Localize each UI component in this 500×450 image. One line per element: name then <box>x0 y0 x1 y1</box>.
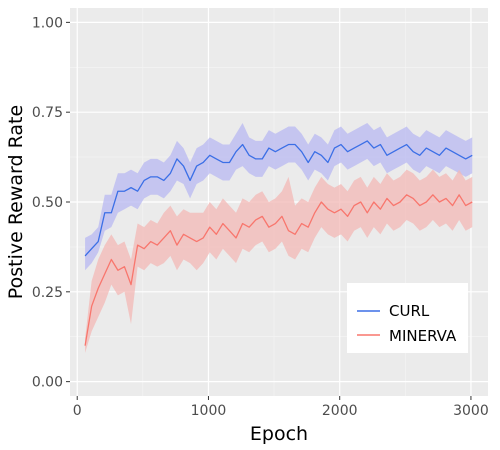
band-curl <box>85 122 473 271</box>
y-tick-label: 0.75 <box>32 105 63 121</box>
legend-box <box>347 283 468 353</box>
x-tick-label: 1000 <box>191 403 227 419</box>
legend-label-curl: CURL <box>389 302 430 320</box>
x-tick-label: 3000 <box>453 403 489 419</box>
legend: CURL MINERVA <box>347 283 468 353</box>
axes: 0.00 0.25 0.50 0.75 1.00 0 1000 2000 3000 <box>32 15 489 419</box>
confidence-bands <box>85 122 473 353</box>
line-curl <box>84 140 473 257</box>
x-axis-title: Epoch <box>250 423 308 445</box>
x-tick-label: 0 <box>73 403 82 419</box>
y-tick-label: 0.00 <box>32 375 63 391</box>
y-tick-label: 1.00 <box>32 15 63 31</box>
legend-label-minerva: MINERVA <box>389 327 457 345</box>
line-minerva <box>84 194 473 346</box>
y-axis-title: Postive Reward Rate <box>5 105 27 299</box>
band-minerva <box>85 169 473 353</box>
y-tick-label: 0.50 <box>32 195 63 211</box>
y-tick-label: 0.25 <box>32 285 63 301</box>
series-lines <box>84 140 473 346</box>
x-tick-label: 2000 <box>322 403 358 419</box>
